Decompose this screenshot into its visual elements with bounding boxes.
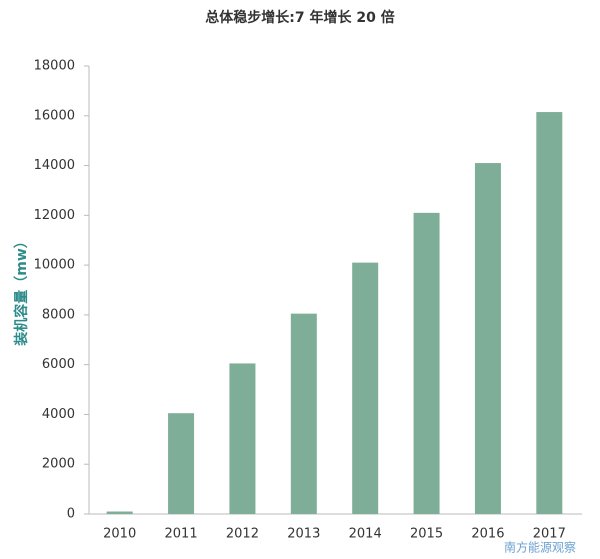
bar xyxy=(352,262,379,514)
x-tick-label: 2015 xyxy=(410,527,443,542)
x-tick-label: 2012 xyxy=(226,527,259,542)
bar xyxy=(290,313,317,514)
x-tick-label: 2010 xyxy=(103,527,136,542)
y-tick-label: 8000 xyxy=(42,307,75,322)
y-tick-label: 16000 xyxy=(34,108,75,123)
x-tick-label: 2014 xyxy=(349,527,382,542)
y-tick-label: 2000 xyxy=(42,457,75,472)
bar xyxy=(106,511,133,514)
x-tick-label: 2016 xyxy=(471,527,504,542)
y-tick-label: 12000 xyxy=(34,208,75,223)
y-tick-label: 10000 xyxy=(34,258,75,273)
watermark: 南方能源观察 xyxy=(504,540,576,555)
x-tick-label: 2011 xyxy=(165,527,198,542)
bar xyxy=(413,212,440,514)
bar xyxy=(168,413,195,514)
y-tick-label: 14000 xyxy=(34,158,75,173)
y-tick-label: 4000 xyxy=(42,407,75,422)
y-tick-label: 18000 xyxy=(34,59,75,74)
x-tick-label: 2017 xyxy=(533,527,566,542)
x-tick-label: 2013 xyxy=(287,527,320,542)
bar xyxy=(229,363,256,514)
y-axis-label: 装机容量（mw） xyxy=(13,234,30,347)
chart-title: 总体稳步增长:7 年增长 20 倍 xyxy=(205,9,394,26)
bar xyxy=(536,112,563,515)
bar xyxy=(474,163,501,515)
y-tick-label: 0 xyxy=(67,507,75,522)
y-tick-label: 6000 xyxy=(42,357,75,372)
